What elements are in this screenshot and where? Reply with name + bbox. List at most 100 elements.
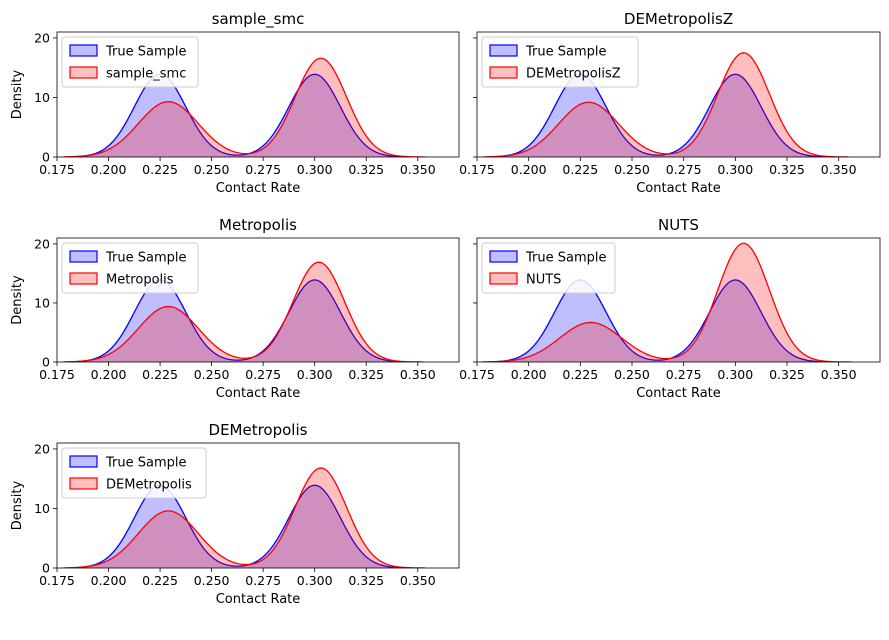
- y-tick-label: 10: [34, 295, 50, 310]
- series-area-1: [69, 485, 405, 568]
- legend: True Sample NUTS: [481, 242, 616, 294]
- x-tick-label: 0.250: [194, 162, 230, 177]
- series-area-2: [483, 52, 849, 157]
- subplot-1: 0.175 0.200 0.225 0.250 0.275 0.300 0.325 0.350…: [10, 10, 460, 196]
- x-tick-label: 0.300: [297, 162, 333, 177]
- legend-swatch-1: [69, 250, 98, 263]
- legend-label-2: sample_smc: [106, 67, 186, 82]
- series-line-1: [489, 279, 826, 362]
- x-axis-label: Contact Rate: [636, 181, 721, 196]
- x-tick-label: 0.250: [614, 367, 650, 382]
- legend-box: [61, 242, 199, 294]
- legend-swatch-2: [69, 66, 98, 79]
- legend-swatch-1: [489, 250, 518, 263]
- plot-area: [482, 242, 853, 362]
- x-tick-label: 0.250: [194, 367, 230, 382]
- legend-swatch-2: [489, 272, 518, 285]
- x-tick-label: 0.325: [348, 367, 384, 382]
- series-line-1: [69, 279, 405, 362]
- x-axis-label: Contact Rate: [216, 592, 301, 607]
- plot-area: [63, 467, 426, 568]
- legend-label-1: True Sample: [525, 251, 607, 266]
- series-line-1: [69, 484, 405, 568]
- x-tick-label: 0.325: [348, 162, 384, 177]
- plot-area: [483, 52, 849, 157]
- y-tick-label: 0: [42, 561, 50, 576]
- legend-swatch-1: [69, 44, 98, 57]
- y-tick-label: 20: [34, 30, 50, 45]
- series-area-2: [63, 262, 424, 362]
- x-axis-label: Contact Rate: [216, 181, 301, 196]
- legend-label-2: DEMetropolisZ: [526, 67, 621, 82]
- series-area-2: [482, 243, 853, 362]
- series-line-1: [69, 73, 405, 157]
- x-tick-label: 0.300: [297, 573, 333, 588]
- x-tick-label: 0.350: [400, 162, 436, 177]
- legend-label-2: DEMetropolis: [106, 478, 192, 493]
- subplot-title: DEMetropolis: [209, 421, 308, 439]
- x-tick-label: 0.275: [245, 367, 281, 382]
- subplot-title: NUTS: [658, 216, 699, 234]
- axes-frame: [56, 237, 460, 363]
- axes-frame: [56, 442, 460, 569]
- subplot-4: 0.175 0.200 0.225 0.250 0.275 0.300 0.325 0.350…: [459, 216, 881, 401]
- plot-area: [63, 261, 424, 362]
- legend-box: [61, 36, 199, 88]
- x-tick-label: 0.325: [348, 573, 384, 588]
- x-axis-label: Contact Rate: [636, 386, 721, 401]
- plot-area: [63, 57, 426, 157]
- x-tick-label: 0.225: [562, 367, 598, 382]
- legend-swatch-2: [69, 477, 98, 490]
- x-tick-label: 0.175: [39, 367, 75, 382]
- legend-label-1: True Sample: [105, 456, 187, 471]
- y-tick-label: 20: [34, 236, 50, 251]
- x-tick-label: 0.175: [39, 162, 75, 177]
- x-tick-label: 0.350: [400, 367, 436, 382]
- axes-frame: [476, 237, 881, 363]
- series-area-1: [489, 279, 826, 362]
- series-line-2: [63, 467, 426, 568]
- x-tick-label: 0.175: [459, 162, 495, 177]
- axes-frame: [476, 31, 881, 158]
- x-tick-label: 0.350: [400, 573, 436, 588]
- y-tick-label: 0: [42, 150, 50, 165]
- x-tick-label: 0.350: [821, 162, 857, 177]
- series-area-1: [69, 279, 405, 362]
- y-tick-label: 10: [34, 501, 50, 516]
- x-tick-label: 0.225: [142, 367, 178, 382]
- y-axis-label: Density: [10, 69, 25, 119]
- series-line-2: [63, 57, 426, 157]
- x-axis-label: Contact Rate: [216, 386, 301, 401]
- legend-swatch-2: [69, 272, 98, 285]
- series-area-2: [63, 468, 426, 568]
- x-tick-label: 0.300: [717, 162, 753, 177]
- x-tick-label: 0.200: [511, 367, 547, 382]
- subplot-title: Metropolis: [219, 216, 297, 234]
- x-tick-label: 0.275: [245, 573, 281, 588]
- series-area-1: [69, 74, 405, 157]
- legend: True Sample DEMetropolisZ: [481, 36, 639, 88]
- subplot-title: sample_smc: [212, 10, 305, 29]
- x-tick-label: 0.200: [91, 367, 127, 382]
- legend-label-1: True Sample: [105, 45, 187, 60]
- legend-box: [481, 36, 639, 88]
- subplot-5: 0.175 0.200 0.225 0.250 0.275 0.300 0.325 0.350…: [10, 421, 460, 607]
- series-area-1: [489, 74, 826, 157]
- legend-box: [61, 447, 207, 499]
- series-line-1: [489, 73, 826, 157]
- subplot-2: 0.175 0.200 0.225 0.250 0.275 0.300 0.325 0.350…: [459, 10, 881, 196]
- legend-swatch-1: [489, 44, 518, 57]
- series-line-2: [63, 261, 424, 362]
- legend: True Sample DEMetropolis: [61, 447, 207, 499]
- x-tick-label: 0.200: [511, 162, 547, 177]
- subplot-title: DEMetropolisZ: [624, 10, 733, 28]
- legend-label-1: True Sample: [105, 251, 187, 266]
- series-line-2: [483, 52, 849, 157]
- x-tick-label: 0.325: [769, 162, 805, 177]
- x-tick-label: 0.225: [562, 162, 598, 177]
- x-tick-label: 0.325: [769, 367, 805, 382]
- x-tick-label: 0.250: [614, 162, 650, 177]
- x-tick-label: 0.200: [91, 162, 127, 177]
- x-tick-label: 0.225: [142, 162, 178, 177]
- legend-label-2: Metropolis: [106, 273, 174, 288]
